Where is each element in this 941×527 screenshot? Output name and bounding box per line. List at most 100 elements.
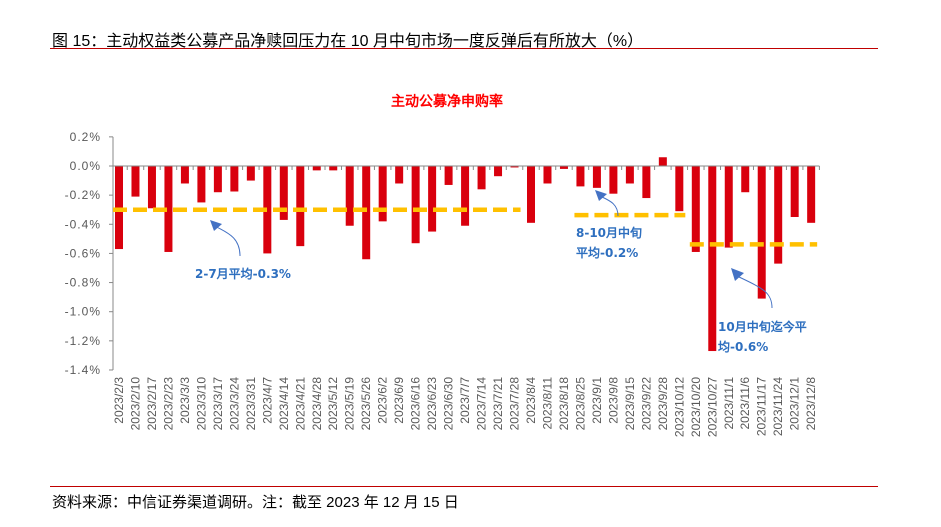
- bar: [658, 157, 667, 166]
- x-tick-label: 2023/4/28: [310, 377, 324, 431]
- annotation-oct-now-line2: 均-0.6%: [718, 339, 768, 354]
- bar: [230, 166, 239, 192]
- x-tick-label: 2023/9/22: [639, 377, 653, 431]
- x-tick-label: 2023/8/4: [524, 377, 538, 424]
- bar: [543, 166, 552, 184]
- bar: [197, 166, 206, 203]
- bar: [131, 166, 140, 197]
- bar: [741, 166, 750, 193]
- x-tick-label: 2023/9/28: [656, 377, 670, 431]
- y-tick-label: -1.0%: [65, 305, 101, 319]
- x-tick-label: 2023/8/18: [557, 377, 571, 431]
- bar: [411, 166, 420, 244]
- x-tick-label: 2023/7/21: [491, 377, 505, 431]
- x-tick-label: 2023/7/14: [475, 377, 489, 431]
- x-tick-label: 2023/11/24: [771, 377, 785, 436]
- x-tick-label: 2023/8/25: [573, 377, 587, 431]
- chart-title: 主动公募净申购率: [391, 93, 503, 110]
- x-tick-label: 2023/10/12: [672, 377, 686, 437]
- x-tick-label: 2023/6/23: [425, 377, 439, 431]
- x-tick-label: 2023/3/17: [211, 377, 225, 431]
- x-tick-label: 2023/9/15: [623, 377, 637, 431]
- y-tick-label: -0.4%: [65, 217, 101, 231]
- y-axis: 0.2% 0.0% -0.2% -0.4% -0.6% -0.8% -1.0% -1.2% -1…: [65, 130, 114, 377]
- x-tick-label: 2023/11/17: [755, 377, 769, 436]
- bar: [477, 166, 486, 190]
- bar: [592, 166, 601, 188]
- x-tick-label: 2023/6/30: [442, 377, 456, 431]
- arrow-head-icon: [731, 268, 744, 281]
- bar: [461, 166, 470, 226]
- y-tick-label: -0.8%: [65, 276, 101, 290]
- bar: [642, 166, 651, 199]
- bar: [395, 166, 404, 184]
- bar: [510, 166, 519, 168]
- x-tick-label: 2023/6/9: [392, 377, 406, 424]
- y-tick-label: 0.2%: [70, 130, 101, 144]
- x-tick-label: 2023/9/1: [590, 377, 604, 424]
- bar: [345, 166, 354, 226]
- title-divider: [50, 48, 878, 49]
- x-tick-label: 2023/11/1: [722, 377, 736, 430]
- bar: [576, 166, 585, 187]
- bar: [312, 166, 321, 171]
- bar: [527, 166, 535, 223]
- figure-title: 图 15：主动权益类公募产品净赎回压力在 10 月中旬市场一度反弹后有所放大（%…: [52, 33, 644, 50]
- bar: [362, 166, 371, 260]
- bar: [296, 166, 305, 247]
- x-tick-label: 2023/4/14: [277, 377, 291, 431]
- y-tick-label: -0.2%: [65, 188, 101, 202]
- arrow-line: [214, 225, 241, 257]
- x-tick-label: 2023/2/23: [161, 377, 175, 431]
- y-tick-label: -1.2%: [65, 334, 101, 348]
- arrow-head-icon: [210, 220, 222, 231]
- y-tick-label: -1.4%: [65, 363, 101, 377]
- bar: [559, 166, 568, 169]
- bar: [790, 166, 799, 217]
- bar: [609, 166, 618, 194]
- x-tick-label: 2023/5/12: [326, 377, 340, 431]
- bar: [691, 166, 700, 252]
- x-tick-label: 2023/6/2: [376, 377, 390, 424]
- bar: [164, 166, 173, 252]
- annotations: 2-7月平均-0.3% 8-10月中旬 平均-0.2% 10月中旬迄今平 均-0…: [195, 190, 807, 354]
- x-tick-label: 2023/3/10: [194, 377, 208, 431]
- bar: [807, 166, 816, 223]
- x-tick-label: 2023/5/26: [359, 377, 373, 431]
- x-tick-label: 2023/6/16: [409, 377, 423, 431]
- x-tick-label: 2023/10/20: [689, 377, 703, 437]
- bar: [329, 166, 338, 171]
- x-tick-label: 2023/10/27: [705, 377, 719, 437]
- x-tick-label: 2023/9/8: [606, 377, 620, 424]
- annotation-aug-oct-line2: 平均-0.2%: [576, 245, 638, 260]
- bar: [774, 166, 783, 264]
- annotation-feb-jul: 2-7月平均-0.3%: [195, 266, 291, 281]
- bar: [724, 166, 733, 248]
- average-lines: [113, 207, 818, 247]
- x-axis: 2023/2/3 2023/2/10 2023/2/17 2023/2/23 2023/…: [112, 165, 820, 437]
- x-tick-label: 2023/12/8: [804, 377, 818, 431]
- source-note: 资料来源：中信证券渠道调研。注：截至 2023 年 12 月 15 日: [52, 494, 459, 511]
- x-tick-label: 2023/4/21: [293, 377, 307, 431]
- bar: [147, 166, 156, 209]
- footer-divider: [50, 486, 878, 487]
- bars: [115, 157, 816, 352]
- y-tick-label: 0.0%: [70, 159, 101, 173]
- bar: [213, 166, 222, 193]
- x-tick-label: 2023/11/6: [738, 377, 752, 430]
- y-tick-label: -0.6%: [65, 246, 101, 260]
- x-tick-label: 2023/3/24: [227, 377, 241, 431]
- x-tick-label: 2023/7/28: [508, 377, 522, 431]
- x-tick-label: 2023/8/11: [540, 377, 554, 430]
- bar: [708, 166, 717, 352]
- x-tick-label: 2023/2/3: [112, 377, 126, 424]
- bar: [378, 166, 387, 222]
- bar: [180, 166, 189, 184]
- arrow-head-icon: [595, 190, 607, 201]
- bar: [263, 166, 272, 254]
- bar: [279, 166, 288, 220]
- x-tick-label: 2023/5/19: [343, 377, 357, 431]
- x-tick-label: 2023/4/7: [260, 377, 274, 424]
- bar: [625, 166, 634, 184]
